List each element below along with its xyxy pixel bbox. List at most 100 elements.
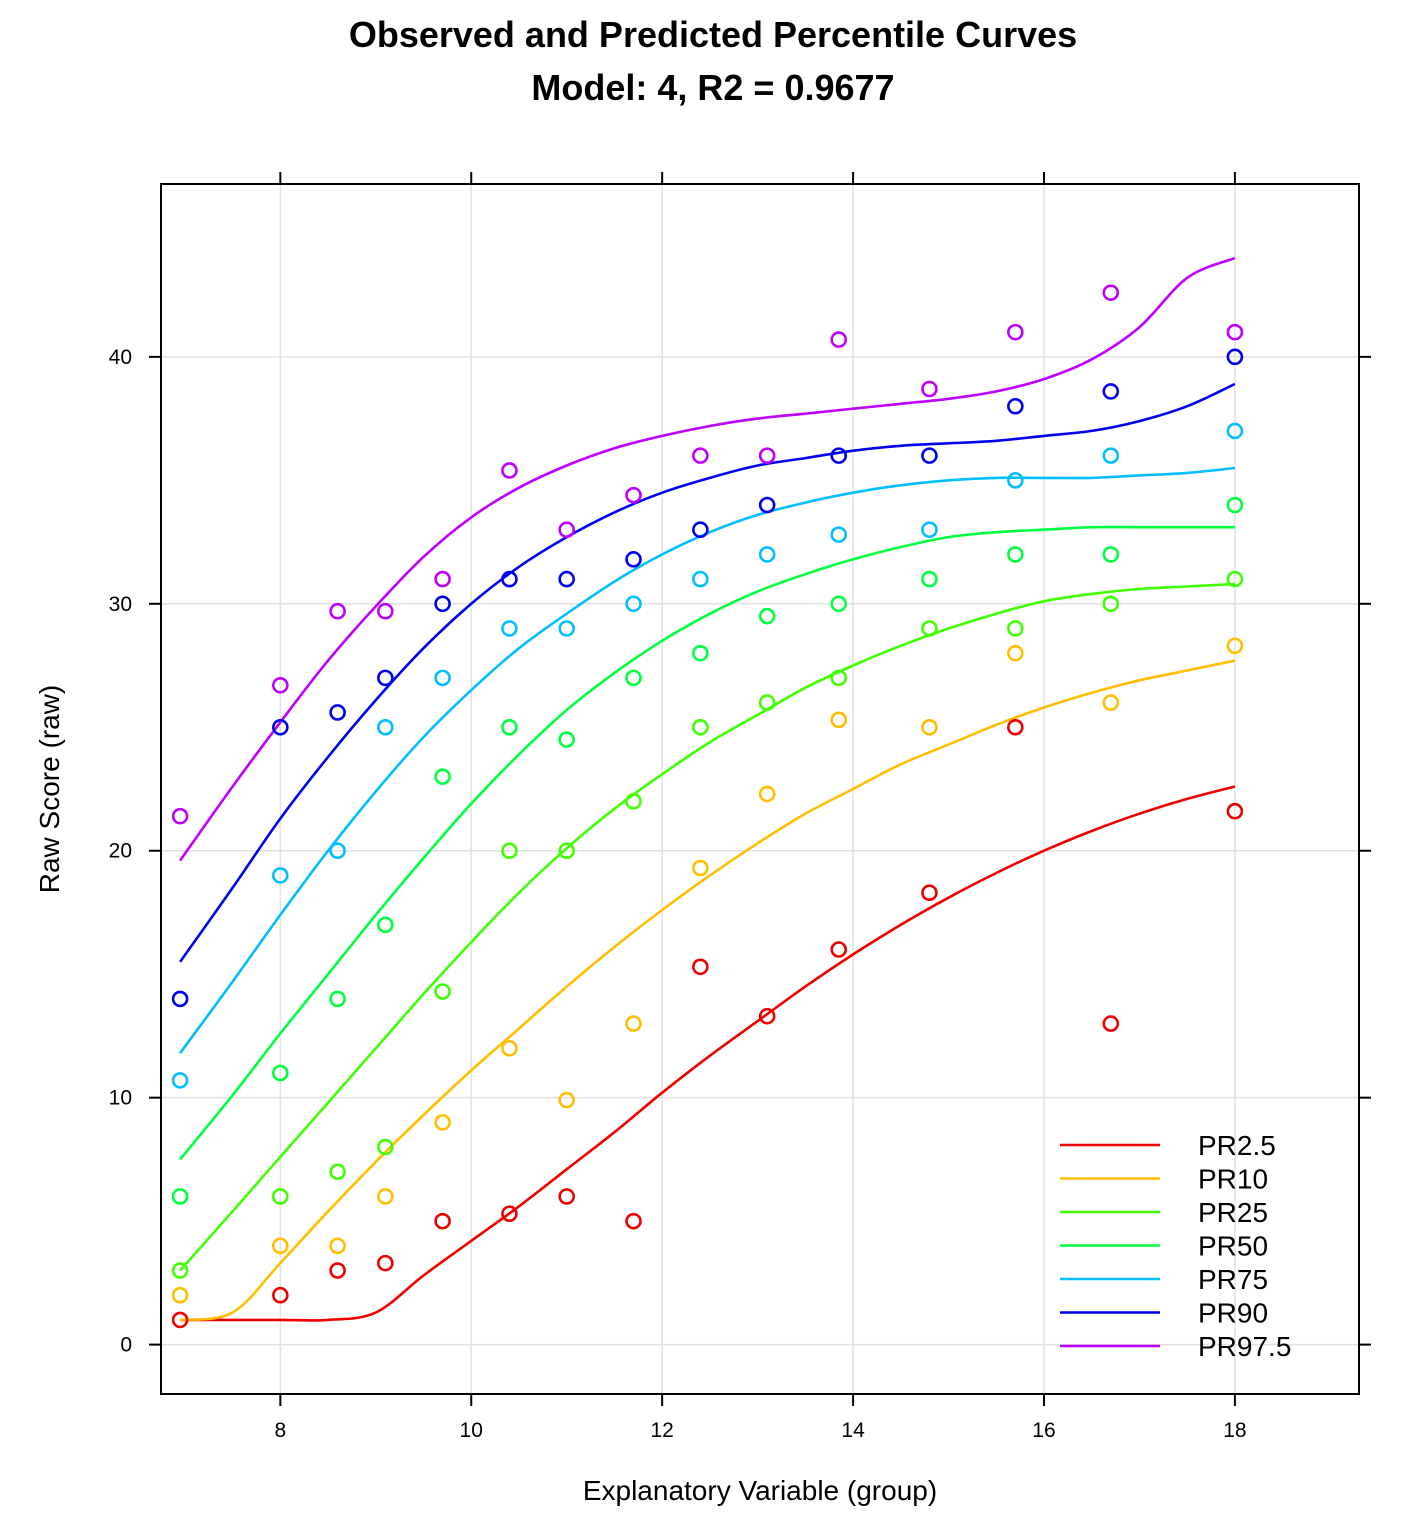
- point-pr97-5: [1226, 323, 1244, 341]
- point-pr2-5: [558, 1188, 575, 1205]
- point-pr97-5: [692, 447, 709, 464]
- x-tick-label: 8: [274, 1419, 286, 1442]
- curve-pr97-5: [179, 256, 1236, 862]
- point-pr75: [1007, 472, 1024, 489]
- point-pr10: [1007, 644, 1024, 662]
- point-pr97-5: [558, 521, 575, 539]
- point-pr50: [830, 595, 848, 613]
- point-pr2-5: [434, 1212, 451, 1230]
- point-pr50: [692, 644, 709, 662]
- point-pr75: [501, 620, 518, 637]
- point-pr75: [758, 546, 776, 563]
- legend-label-pr50: PR50: [1198, 1231, 1268, 1262]
- point-pr2-5: [171, 1311, 189, 1329]
- point-pr90: [329, 704, 346, 721]
- point-pr10: [272, 1237, 289, 1255]
- point-pr90: [921, 447, 938, 464]
- point-pr25: [1226, 570, 1244, 588]
- point-pr2-5: [272, 1286, 289, 1304]
- point-pr75: [830, 526, 848, 543]
- legend-label-pr25: PR25: [1198, 1197, 1268, 1228]
- point-pr2-5: [1007, 718, 1024, 736]
- point-pr10: [171, 1286, 189, 1304]
- point-pr25: [758, 694, 776, 711]
- point-pr2-5: [758, 1007, 776, 1025]
- point-pr90: [434, 595, 451, 613]
- legend-label-pr75: PR75: [1198, 1264, 1268, 1295]
- point-pr50: [501, 718, 518, 736]
- point-pr50: [921, 570, 938, 588]
- grid-lines: [161, 184, 1359, 1394]
- point-pr10: [1226, 637, 1244, 655]
- point-pr25: [329, 1163, 346, 1181]
- point-pr97-5: [329, 602, 346, 620]
- point-pr50: [434, 768, 451, 785]
- y-axis-label: Raw Score (raw): [34, 685, 65, 893]
- point-pr25: [377, 1138, 394, 1156]
- point-pr2-5: [625, 1212, 642, 1230]
- point-pr75: [1102, 447, 1120, 464]
- predicted-curves: [179, 256, 1236, 1322]
- point-pr25: [1102, 595, 1120, 613]
- curve-pr90: [179, 382, 1236, 963]
- point-pr10: [501, 1039, 518, 1057]
- point-pr90: [1007, 397, 1024, 415]
- plot-frame: [160, 183, 1360, 1395]
- point-pr97-5: [434, 570, 451, 588]
- point-pr10: [434, 1114, 451, 1131]
- point-pr50: [377, 916, 394, 934]
- point-pr97-5: [625, 486, 642, 504]
- point-pr25: [434, 983, 451, 1000]
- point-pr2-5: [830, 941, 848, 958]
- point-pr2-5: [1102, 1015, 1120, 1032]
- point-pr50: [1007, 546, 1024, 563]
- point-pr25: [921, 620, 938, 637]
- point-pr90: [692, 521, 709, 539]
- point-pr10: [830, 711, 848, 729]
- point-pr10: [558, 1091, 575, 1109]
- point-pr97-5: [1102, 284, 1120, 301]
- curve-pr50: [179, 525, 1235, 1161]
- point-pr10: [377, 1188, 394, 1205]
- point-pr2-5: [921, 884, 938, 902]
- point-pr25: [501, 842, 518, 860]
- point-pr90: [377, 669, 394, 687]
- point-pr10: [758, 785, 776, 803]
- point-pr10: [329, 1237, 346, 1255]
- point-pr25: [830, 669, 848, 687]
- point-pr90: [625, 551, 642, 568]
- point-pr90: [501, 570, 518, 588]
- axis-ticks: 8 10 12 14 16 18 0 10 20 30 40: [109, 172, 1371, 1442]
- point-pr97-5: [171, 807, 189, 825]
- legend-label-pr2-5: PR2.5: [1198, 1130, 1276, 1161]
- point-pr75: [272, 867, 289, 884]
- chart-title: Observed and Predicted Percentile Curves: [349, 14, 1077, 55]
- curve-pr25: [179, 582, 1235, 1272]
- point-pr50: [272, 1064, 289, 1082]
- point-pr50: [1226, 496, 1244, 514]
- curve-pr75: [179, 466, 1236, 1054]
- point-pr10: [692, 859, 709, 877]
- point-pr25: [272, 1188, 289, 1205]
- curve-pr10: [179, 659, 1236, 1322]
- point-pr75: [625, 595, 642, 613]
- point-pr97-5: [272, 676, 289, 694]
- point-pr90: [272, 718, 289, 736]
- point-pr90: [758, 496, 776, 514]
- y-tick-label: 10: [109, 1087, 132, 1110]
- point-pr50: [171, 1188, 189, 1205]
- x-tick-label: 18: [1223, 1419, 1246, 1442]
- x-tick-label: 14: [841, 1419, 865, 1442]
- point-pr50: [558, 731, 575, 748]
- point-pr50: [625, 669, 642, 687]
- x-tick-label: 12: [650, 1419, 673, 1442]
- y-tick-label: 0: [120, 1334, 132, 1357]
- legend-label-pr10: PR10: [1198, 1164, 1268, 1195]
- point-pr10: [921, 718, 938, 736]
- point-pr25: [692, 718, 709, 736]
- y-tick-label: 40: [109, 346, 132, 369]
- point-pr75: [558, 620, 575, 637]
- point-pr25: [558, 842, 575, 860]
